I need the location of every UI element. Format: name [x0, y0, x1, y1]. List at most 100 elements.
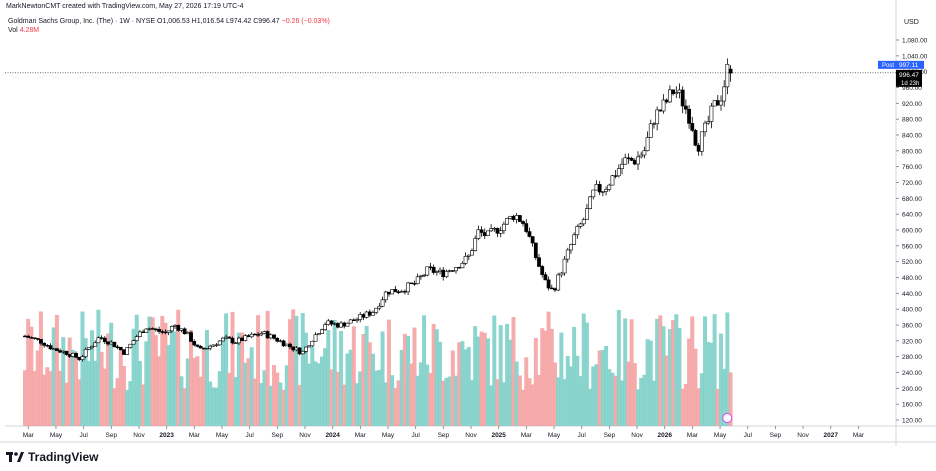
volume-bar	[35, 350, 40, 426]
volume-bar	[367, 342, 372, 426]
volume-bar	[134, 314, 139, 426]
candle-body	[320, 329, 324, 334]
x-tick-label: Nov	[465, 432, 477, 439]
candle-body	[527, 231, 532, 237]
volume-bar	[591, 366, 596, 426]
post-tag-bg	[878, 60, 896, 69]
candle-body	[652, 123, 656, 125]
volume-bar	[303, 332, 308, 426]
y-tick-label: 600.00	[902, 228, 922, 235]
x-tick-label: Mar	[189, 432, 201, 439]
volume-value: 4.28M	[19, 27, 40, 34]
candle-body	[211, 344, 216, 347]
volume-bar	[415, 375, 420, 426]
volume-bar	[112, 388, 117, 426]
volume-bar	[67, 337, 72, 426]
candle-body	[569, 244, 573, 251]
volume-bar	[61, 337, 66, 426]
candle-body	[674, 92, 679, 94]
candle-body	[189, 332, 193, 342]
candle-body	[412, 283, 417, 285]
volume-bar	[543, 330, 548, 426]
volume-bar	[412, 327, 417, 426]
candle-body	[450, 270, 455, 272]
volume-bar	[511, 317, 516, 426]
x-tick-label: May	[382, 432, 395, 439]
candle-body	[364, 311, 369, 318]
volume-bar	[214, 387, 219, 426]
candle-body	[604, 189, 608, 192]
volume-bar	[552, 362, 557, 426]
volume-bar	[648, 340, 653, 426]
x-tick-label: Mar	[687, 432, 699, 439]
volume-bar	[38, 311, 43, 426]
volume-bar	[22, 370, 27, 426]
volume-bar	[450, 350, 455, 426]
volume-bar	[329, 369, 334, 426]
volume-bar	[310, 346, 315, 426]
symbol-name: Goldman Sachs Group, Inc. (The) · 1W · N…	[8, 18, 156, 25]
candle-body	[304, 346, 308, 352]
volume-bar	[492, 315, 497, 426]
x-tick-label: Nov	[299, 432, 311, 439]
volume-bar	[422, 315, 427, 426]
volume-bar	[680, 388, 685, 426]
x-tick-label: May	[216, 432, 229, 439]
volume-bar	[521, 389, 526, 426]
x-tick-label: May	[548, 432, 561, 439]
volume-bar	[613, 375, 618, 426]
candle-body	[157, 328, 161, 332]
y-tick-label: 160.00	[902, 402, 922, 409]
volume-bar	[482, 332, 487, 426]
y-tick-label: 280.00	[902, 354, 922, 361]
candle-body	[629, 157, 634, 161]
volume-bar	[635, 389, 640, 426]
volume-bar	[115, 378, 120, 426]
volume-bar	[163, 322, 168, 426]
price-chart[interactable]: 120.00 160.00 200.00 240.00 280.00 320.00 360.…	[0, 0, 936, 446]
volume-bar	[160, 315, 165, 426]
volume-bar	[150, 317, 155, 426]
volume-bar	[530, 384, 535, 426]
candle-body	[240, 337, 244, 341]
volume-bar	[610, 372, 615, 426]
volume-bar	[466, 346, 471, 426]
candle-body	[511, 215, 516, 220]
volume-bar	[473, 326, 478, 426]
volume-bar	[45, 367, 50, 426]
candle-body	[80, 356, 85, 360]
volume-bar	[393, 388, 398, 426]
volume-bar	[182, 388, 187, 426]
candle-body	[355, 319, 359, 321]
candle-body	[540, 266, 545, 275]
earnings-event-icon	[722, 413, 733, 423]
volume-bar	[278, 382, 283, 426]
volume-bar	[125, 389, 130, 426]
candle-body	[125, 347, 130, 355]
volume-bar	[508, 339, 513, 426]
candle-body	[179, 328, 184, 331]
candle-body	[671, 89, 676, 94]
post-tag-label: Post	[882, 63, 894, 69]
candle-body	[495, 228, 500, 234]
x-tick-label: Jul	[79, 432, 88, 439]
volume-bar	[109, 322, 114, 426]
x-tick-label: 2026	[657, 432, 672, 439]
candle-body	[418, 275, 423, 278]
volume-bar	[629, 319, 634, 426]
volume-bar	[243, 362, 248, 426]
candle-body	[42, 342, 47, 346]
volume-bar	[562, 379, 567, 426]
volume-bar	[719, 333, 724, 426]
candle-body	[310, 340, 315, 347]
volume-bar	[575, 355, 580, 426]
candle-body	[297, 347, 302, 355]
volume-bar	[677, 327, 682, 426]
candle-body	[351, 319, 356, 321]
volume-bar	[249, 347, 254, 426]
volume-bar	[64, 382, 69, 426]
candle-body	[134, 336, 139, 341]
volume-bar	[80, 311, 85, 426]
candle-body	[342, 322, 347, 327]
x-tick-label: May	[714, 432, 727, 439]
